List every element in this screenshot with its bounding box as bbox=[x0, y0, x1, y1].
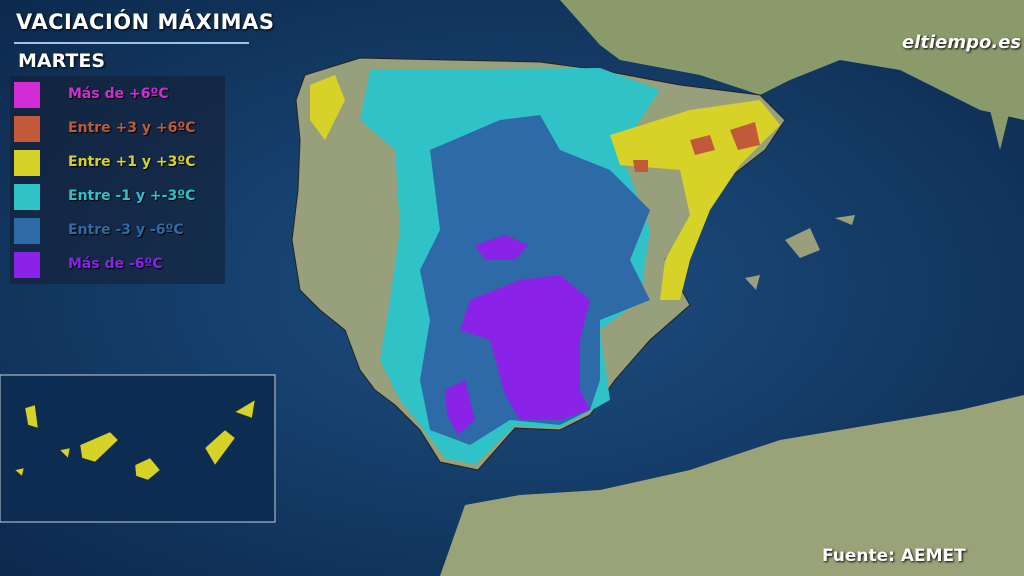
zone-yellow bbox=[610, 100, 780, 300]
zone-purple bbox=[475, 235, 528, 260]
legend-swatch bbox=[14, 82, 40, 108]
source: Fuente: AEMET bbox=[822, 546, 966, 566]
france-land bbox=[560, 0, 1024, 120]
subtitle: MARTES bbox=[18, 50, 106, 72]
canary-inset bbox=[0, 374, 276, 523]
legend-label: Más de -6ºC bbox=[68, 256, 163, 272]
legend-item: Más de +6ºC bbox=[10, 78, 225, 112]
corsica bbox=[985, 30, 1015, 150]
legend-swatch bbox=[14, 218, 40, 244]
legend-swatch bbox=[14, 150, 40, 176]
legend-label: Más de +6ºC bbox=[68, 86, 169, 102]
zone-yellow bbox=[310, 75, 345, 140]
legend-swatch bbox=[14, 252, 40, 278]
title-rule bbox=[14, 42, 249, 44]
zone-purple bbox=[445, 380, 475, 435]
legend: Más de +6ºC Entre +3 y +6ºC Entre +1 y +3º… bbox=[10, 76, 225, 284]
zone-orange bbox=[633, 122, 760, 172]
legend-swatch bbox=[14, 184, 40, 210]
legend-item: Entre +1 y +3ºC bbox=[10, 146, 225, 180]
logo: eltiempo.es bbox=[902, 32, 1022, 53]
legend-item: Entre -3 y -6ºC bbox=[10, 214, 225, 248]
legend-item: Entre +3 y +6ºC bbox=[10, 112, 225, 146]
zone-purple bbox=[460, 275, 590, 420]
africa-land bbox=[440, 395, 1024, 576]
legend-label: Entre -1 y +-3ºC bbox=[68, 188, 196, 204]
legend-label: Entre -3 y -6ºC bbox=[68, 222, 184, 238]
legend-item: Entre -1 y +-3ºC bbox=[10, 180, 225, 214]
legend-swatch bbox=[14, 116, 40, 142]
title: VACIACIÓN MÁXIMAS bbox=[16, 10, 275, 34]
legend-item: Más de -6ºC bbox=[10, 248, 225, 282]
balearic-islands bbox=[745, 215, 855, 290]
legend-label: Entre +3 y +6ºC bbox=[68, 120, 196, 136]
legend-label: Entre +1 y +3ºC bbox=[68, 154, 196, 170]
canary-islands bbox=[14, 399, 256, 481]
